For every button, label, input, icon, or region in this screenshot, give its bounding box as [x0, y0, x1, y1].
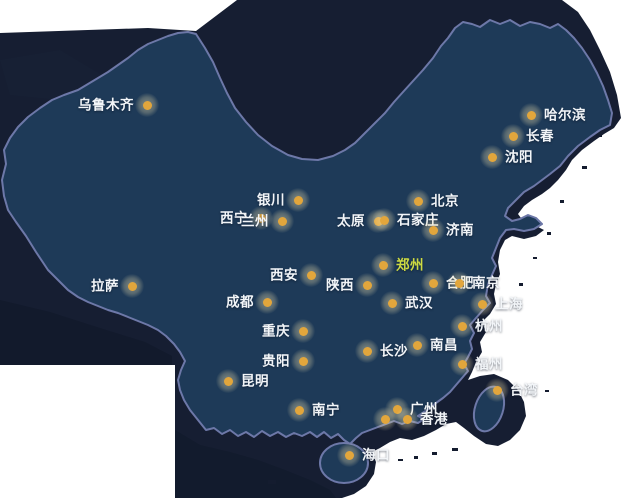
city-label: 太原	[337, 213, 365, 229]
city-label: 兰州	[241, 213, 269, 229]
marker-dot-icon	[362, 346, 372, 356]
marker-dot-icon	[508, 131, 518, 141]
marker-dot-icon	[477, 299, 487, 309]
city-label: 陕西	[326, 277, 354, 293]
marker-dot-icon	[142, 100, 152, 110]
backdrop-shade-indochina	[175, 430, 336, 498]
marker-dot-icon	[127, 281, 137, 291]
city-label: 台湾	[510, 382, 538, 398]
city-label: 西宁	[220, 210, 248, 226]
marker-dot-icon	[492, 385, 502, 395]
marker-dot-icon	[380, 414, 390, 424]
marker-dot-icon	[277, 216, 287, 226]
marker-dot-icon	[526, 110, 536, 120]
city-label: 西安	[270, 267, 298, 283]
city-label: 乌鲁木齐	[78, 97, 134, 113]
city-label: 海口	[362, 447, 390, 463]
city-label: 香港	[420, 411, 448, 427]
city-label: 福州	[475, 356, 503, 372]
city-label: 长春	[526, 128, 554, 144]
island-specks	[268, 134, 602, 484]
backdrop-shade-south-asia	[0, 300, 172, 365]
marker-dot-icon	[428, 225, 438, 235]
marker-dot-icon	[457, 321, 467, 331]
city-label: 沈阳	[505, 149, 533, 165]
city-label: 杭州	[475, 318, 503, 334]
city-label: 南昌	[430, 337, 458, 353]
city-label: 成都	[226, 294, 254, 310]
city-label: 昆明	[241, 373, 269, 389]
city-label: 武汉	[405, 295, 433, 311]
marker-dot-icon	[379, 215, 389, 225]
marker-dot-icon	[487, 152, 497, 162]
marker-dot-icon	[378, 260, 388, 270]
city-label: 郑州	[396, 257, 424, 273]
marker-dot-icon	[298, 326, 308, 336]
marker-dot-icon	[223, 376, 233, 386]
marker-dot-icon	[412, 340, 422, 350]
marker-dot-icon	[256, 213, 266, 223]
city-label: 哈尔滨	[544, 107, 586, 123]
marker-dot-icon	[298, 356, 308, 366]
marker-dot-icon	[262, 297, 272, 307]
city-label: 长沙	[380, 343, 408, 359]
marker-dot-icon	[362, 280, 372, 290]
city-label: 银川	[257, 192, 285, 208]
city-label: 贵阳	[262, 353, 290, 369]
mainland-china-shape[interactable]	[1, 19, 613, 445]
marker-dot-icon	[428, 278, 438, 288]
marker-dot-icon	[392, 404, 402, 414]
city-label: 重庆	[262, 323, 290, 339]
city-label: 拉萨	[91, 278, 119, 294]
marker-dot-icon	[402, 414, 412, 424]
marker-dot-icon	[454, 278, 464, 288]
marker-dot-icon	[387, 298, 397, 308]
marker-dot-icon	[293, 195, 303, 205]
marker-dot-icon	[294, 405, 304, 415]
city-label: 南宁	[312, 402, 340, 418]
marker-dot-icon	[344, 450, 354, 460]
city-label: 南京	[472, 275, 500, 291]
city-label: 上海	[495, 296, 523, 312]
city-label: 济南	[446, 222, 474, 238]
marker-dot-icon	[457, 359, 467, 369]
marker-dot-icon	[306, 270, 316, 280]
marker-dot-icon	[413, 196, 423, 206]
city-label: 北京	[431, 193, 459, 209]
